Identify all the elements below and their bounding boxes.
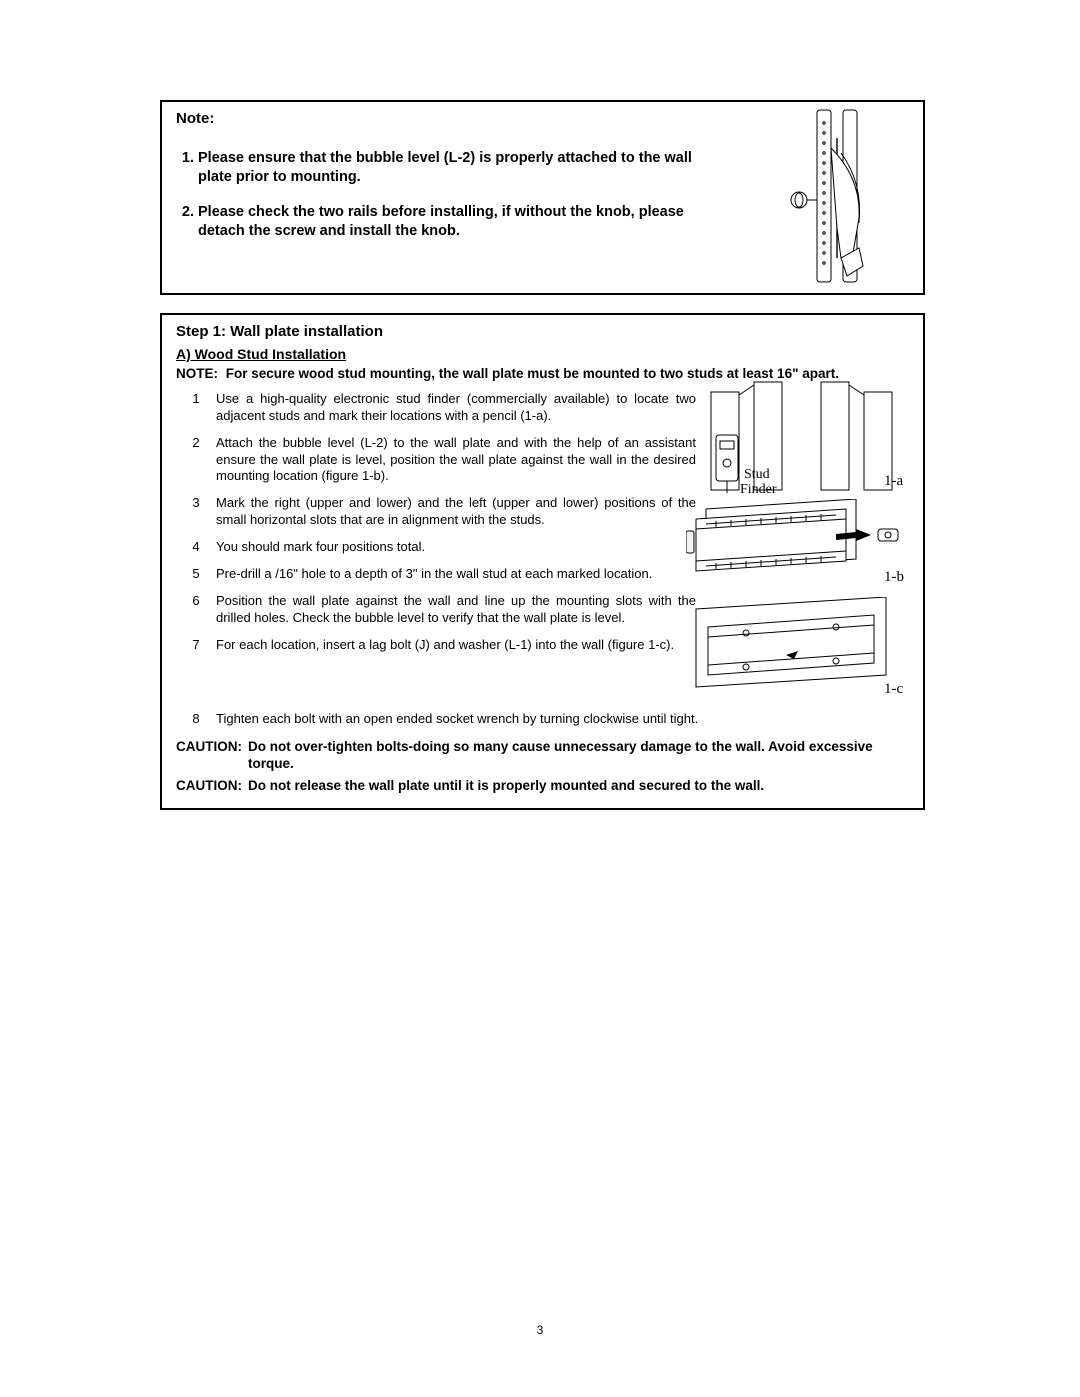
step-number: 1 [176,391,216,425]
caution-text: Do not over-tighten bolts-doing so many … [248,738,909,773]
step-item: 5Pre-drill a /16" hole to a depth of 3" … [176,566,696,583]
figure-1c [686,597,901,697]
step-text: Pre-drill a /16" hole to a depth of 3" i… [216,566,696,583]
page: Note: Please ensure that the bubble leve… [0,0,1080,1397]
step-number: 6 [176,593,216,627]
step-text: Position the wall plate against the wall… [216,593,696,627]
figures-column: Stud Finder 1-a [696,391,909,711]
step-text: Tighten each bolt with an open ended soc… [216,711,909,728]
figure-1a [696,377,901,497]
step-number: 7 [176,637,216,654]
figure-1b-label: 1-b [884,569,904,586]
step-item: 8Tighten each bolt with an open ended so… [176,711,909,728]
step1-note-label: NOTE: [176,366,222,381]
step-item: 7For each location, insert a lag bolt (J… [176,637,696,654]
step1-box: Step 1: Wall plate installation A) Wood … [160,313,925,810]
caution-row: CAUTION: Do not release the wall plate u… [176,777,909,795]
figure-1a-label: 1-a [884,473,903,490]
step-text: You should mark four positions total. [216,539,696,556]
step-number: 8 [176,711,216,728]
step-text: Use a high-quality electronic stud finde… [216,391,696,425]
page-number: 3 [0,1323,1080,1337]
step1-title: Step 1: Wall plate installation [176,323,909,340]
note-list: Please ensure that the bubble level (L-2… [176,149,698,240]
step-item: 4You should mark four positions total. [176,539,696,556]
stud-label: Stud [744,467,770,483]
rail-knob-illustration [781,108,891,288]
caution-label: CAUTION: [176,738,248,773]
step-text: Mark the right (upper and lower) and the… [216,495,696,529]
step-number: 3 [176,495,216,529]
figure-1c-label: 1-c [884,681,903,698]
finder-label: Finder [740,482,777,498]
step-item: 3Mark the right (upper and lower) and th… [176,495,696,529]
figure-1b [686,499,901,583]
note-box: Note: Please ensure that the bubble leve… [160,100,925,295]
caution-label: CAUTION: [176,777,248,795]
step-item: 6Position the wall plate against the wal… [176,593,696,627]
caution-row: CAUTION: Do not over-tighten bolts-doing… [176,738,909,773]
instructions-column: 1Use a high-quality electronic stud find… [176,391,696,664]
step-item: 1Use a high-quality electronic stud find… [176,391,696,425]
step-text: For each location, insert a lag bolt (J)… [216,637,696,654]
step-text: Attach the bubble level (L-2) to the wal… [216,435,696,486]
step-number: 2 [176,435,216,486]
note-item-1: Please ensure that the bubble level (L-2… [198,149,698,187]
step-number: 5 [176,566,216,583]
step1-subsection: A) Wood Stud Installation [176,346,909,362]
caution-text: Do not release the wall plate until it i… [248,777,909,795]
instructions-row: 1Use a high-quality electronic stud find… [176,391,909,711]
note-item-2: Please check the two rails before instal… [198,203,698,241]
step-number: 4 [176,539,216,556]
step-item: 2Attach the bubble level (L-2) to the wa… [176,435,696,486]
